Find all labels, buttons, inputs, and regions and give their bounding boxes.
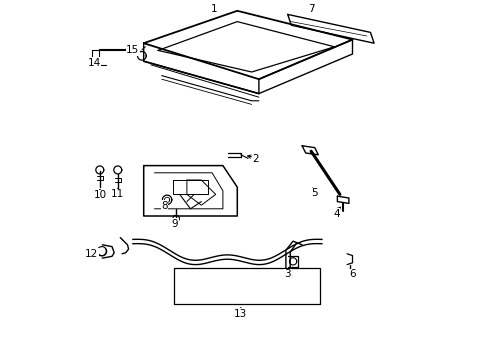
Text: 1: 1	[210, 4, 217, 14]
Text: 2: 2	[252, 154, 259, 164]
Text: 15: 15	[126, 45, 139, 55]
Text: 10: 10	[94, 190, 107, 200]
Text: 13: 13	[234, 309, 247, 319]
Text: 9: 9	[171, 219, 178, 229]
Text: 14: 14	[87, 58, 101, 68]
Text: 3: 3	[284, 269, 290, 279]
Text: 5: 5	[311, 188, 317, 198]
Text: 6: 6	[348, 269, 355, 279]
Text: 11: 11	[111, 189, 124, 199]
Text: 8: 8	[161, 201, 167, 211]
Text: 7: 7	[307, 4, 314, 14]
Text: 12: 12	[85, 249, 98, 259]
Text: 4: 4	[332, 209, 339, 219]
